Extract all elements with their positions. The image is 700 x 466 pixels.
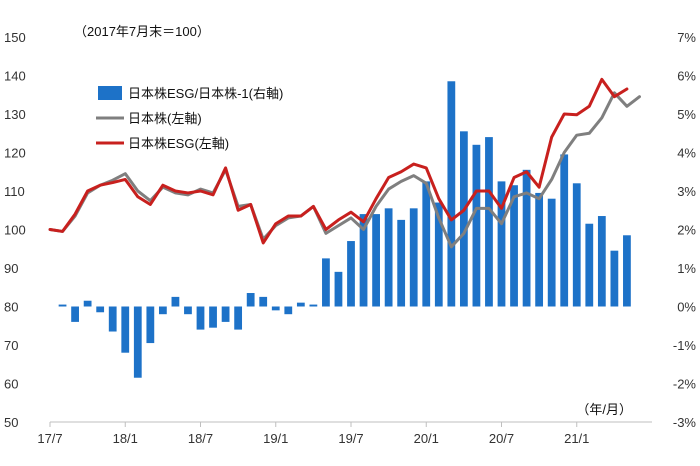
- bar: [271, 306, 280, 311]
- bar: [610, 250, 619, 307]
- x-tick-label: 21/1: [564, 431, 589, 446]
- bar: [597, 216, 606, 307]
- line-japan-esg: [48, 77, 629, 245]
- bar: [372, 214, 380, 307]
- bar: [71, 306, 79, 322]
- bar: [246, 293, 255, 307]
- bar: [485, 137, 493, 307]
- left-tick-label: 130: [4, 107, 26, 122]
- bar: [384, 208, 393, 307]
- x-tick-label: 18/7: [188, 431, 213, 446]
- right-tick-label: -2%: [673, 377, 697, 392]
- bar: [434, 202, 443, 307]
- legend: 日本株ESG/日本株-1(右軸) 日本株(左軸) 日本株ESG(左軸): [96, 86, 283, 151]
- bar: [309, 304, 318, 307]
- left-tick-label: 140: [4, 69, 26, 84]
- bar: [296, 302, 305, 307]
- x-tick-label: 18/1: [113, 431, 138, 446]
- right-tick-label: 7%: [677, 30, 696, 45]
- legend-label-japan-esg: 日本株ESG(左軸): [128, 136, 229, 151]
- right-tick-label: 1%: [677, 261, 696, 276]
- left-axis: 50 60 70 80 90 100 110 120 130 140 150: [4, 30, 26, 430]
- bar: [259, 296, 268, 307]
- right-tick-label: 0%: [677, 300, 696, 315]
- bar: [108, 306, 117, 332]
- bar: [83, 300, 92, 307]
- bar: [158, 306, 167, 315]
- bar: [623, 235, 631, 307]
- line-japan: [48, 91, 641, 249]
- bar: [334, 271, 343, 307]
- left-tick-label: 50: [4, 415, 18, 430]
- bar: [347, 241, 355, 307]
- x-axis: 17/7 18/1 18/7 19/1 19/7 20/1 20/7 21/1: [37, 421, 652, 446]
- right-tick-label: 2%: [677, 223, 696, 238]
- left-tick-label: 110: [4, 184, 25, 199]
- x-tick-label: 19/1: [263, 431, 288, 446]
- left-tick-label: 70: [4, 338, 18, 353]
- legend-label-japan: 日本株(左軸): [128, 111, 202, 126]
- bar: [585, 223, 594, 307]
- left-tick-label: 150: [4, 30, 26, 45]
- bar: [535, 192, 544, 307]
- bar: [58, 304, 67, 307]
- right-tick-label: 4%: [677, 146, 696, 161]
- bar: [472, 144, 481, 307]
- right-tick-label: 6%: [677, 69, 696, 84]
- bar: [221, 306, 230, 322]
- x-tick-label: 19/7: [338, 431, 363, 446]
- bar: [459, 131, 468, 307]
- line-series: [48, 77, 641, 249]
- right-tick-label: -1%: [673, 338, 697, 353]
- bar: [146, 306, 155, 344]
- x-tick-label: 20/7: [489, 431, 514, 446]
- bar: [560, 154, 569, 307]
- bar: [409, 208, 418, 307]
- left-tick-label: 80: [4, 300, 18, 315]
- bar: [447, 81, 456, 307]
- bar: [184, 306, 192, 315]
- bar: [322, 258, 330, 307]
- bar: [196, 306, 205, 330]
- bar: [133, 306, 142, 378]
- bar: [510, 185, 518, 307]
- left-tick-label: 100: [4, 223, 26, 238]
- bar: [522, 169, 531, 307]
- x-unit-label: （年/月）: [576, 402, 632, 417]
- right-tick-label: 3%: [677, 184, 696, 199]
- legend-swatch-bar: [98, 86, 122, 100]
- left-tick-label: 60: [4, 377, 18, 392]
- legend-label-esg-ratio: 日本株ESG/日本株-1(右軸): [128, 86, 283, 101]
- bar: [547, 198, 556, 307]
- bar: [422, 181, 431, 307]
- bar: [359, 214, 368, 307]
- left-tick-label: 120: [4, 146, 26, 161]
- bar-series: [58, 81, 631, 378]
- bar: [397, 219, 406, 307]
- x-tick-label: 17/7: [37, 431, 62, 446]
- bar: [171, 296, 180, 307]
- right-tick-label: 5%: [677, 107, 696, 122]
- bar: [121, 306, 130, 353]
- bar: [209, 306, 217, 328]
- left-tick-label: 90: [4, 261, 18, 276]
- bar: [284, 306, 293, 315]
- x-tick-label: 20/1: [414, 431, 439, 446]
- bar: [572, 183, 581, 307]
- bar: [96, 306, 105, 313]
- right-tick-label: -3%: [673, 415, 697, 430]
- chart-note: （2017年7月末＝100）: [74, 24, 210, 39]
- bar: [497, 181, 506, 307]
- right-axis: -3% -2% -1% 0% 1% 2% 3% 4% 5% 6% 7%: [673, 30, 697, 430]
- bar: [234, 306, 243, 330]
